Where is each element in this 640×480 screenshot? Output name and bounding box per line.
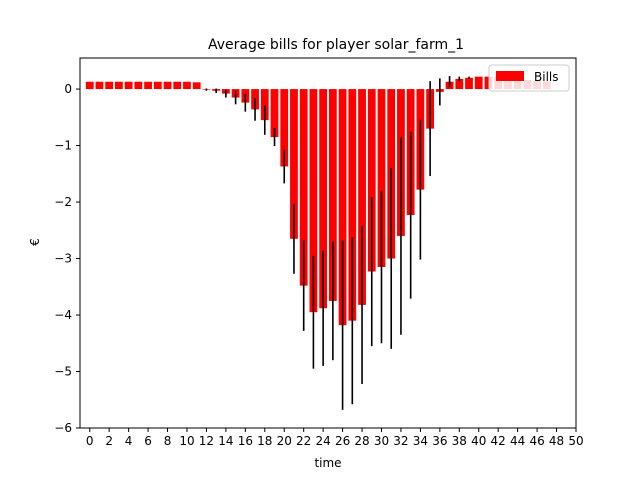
bar [328, 89, 337, 301]
x-tick-label: 30 [374, 434, 389, 448]
x-tick-label: 26 [335, 434, 350, 448]
x-tick-label: 14 [218, 434, 233, 448]
bar [290, 89, 298, 239]
x-tick-label: 22 [296, 434, 311, 448]
bar [134, 81, 143, 90]
error-bars-layer [205, 76, 470, 410]
x-axis-label: time [314, 456, 341, 470]
x-tick-label: 28 [354, 434, 369, 448]
bar [280, 89, 289, 167]
y-tick-label: 0 [64, 82, 72, 96]
x-tick-label: 6 [144, 434, 152, 448]
bar [95, 81, 104, 90]
legend: Bills [488, 64, 570, 92]
bar [105, 81, 114, 90]
x-tick-label: 36 [432, 434, 447, 448]
bar [348, 89, 357, 321]
x-tick-label: 48 [549, 434, 564, 448]
x-tick-label: 46 [529, 434, 544, 448]
x-tick-label: 44 [510, 434, 525, 448]
x-tick-label: 50 [568, 434, 583, 448]
bar [163, 81, 172, 90]
bar [319, 89, 328, 309]
bar [85, 81, 94, 90]
y-tick-label: −1 [54, 139, 72, 153]
bar [338, 89, 347, 326]
x-tick-label: 4 [125, 434, 133, 448]
bar [183, 81, 191, 90]
x-tick-label: 18 [257, 434, 272, 448]
bar [260, 89, 269, 121]
bar [299, 89, 308, 286]
bar [377, 89, 386, 268]
x-tick-label: 32 [393, 434, 408, 448]
bar [115, 81, 123, 90]
bar [153, 81, 162, 90]
bar [173, 81, 182, 90]
x-tick-label: 40 [471, 434, 486, 448]
y-tick-label: −4 [54, 308, 72, 322]
bar [358, 89, 366, 305]
bar [474, 76, 483, 90]
y-tick-label: −3 [54, 252, 72, 266]
x-tick-label: 0 [86, 434, 94, 448]
bar [124, 81, 133, 90]
bar [367, 89, 376, 272]
bar [144, 81, 152, 90]
y-axis-label: € [28, 238, 42, 246]
bar [484, 76, 493, 90]
bar [270, 89, 279, 138]
x-tick-label: 24 [315, 434, 330, 448]
bar [465, 77, 473, 90]
plot-frame [79, 57, 577, 429]
x-tick-label: 2 [105, 434, 113, 448]
legend-swatch [496, 71, 524, 81]
x-tick-label: 12 [199, 434, 214, 448]
x-tick-label: 8 [164, 434, 172, 448]
x-tick-label: 34 [413, 434, 428, 448]
bar [309, 89, 318, 313]
y-tick-label: −2 [54, 195, 72, 209]
x-tick-label: 10 [179, 434, 194, 448]
bar [192, 82, 201, 90]
x-axis-ticks: 0 2 4 6 8 10 12 14 16 18 20 22 24 26 28 30 32 34 36 38 40 42 4… [86, 428, 584, 448]
chart-title: Average bills for player solar_farm_1 [208, 37, 464, 53]
legend-label: Bills [534, 70, 559, 84]
x-tick-label: 20 [277, 434, 292, 448]
y-tick-label: −5 [54, 365, 72, 379]
x-tick-label: 16 [238, 434, 253, 448]
y-axis-ticks: 0 −1 −2 −3 −4 −5 −6 [54, 82, 80, 435]
y-tick-label: −6 [54, 421, 72, 435]
x-tick-label: 38 [452, 434, 467, 448]
bar [455, 78, 464, 90]
x-tick-label: 42 [491, 434, 506, 448]
